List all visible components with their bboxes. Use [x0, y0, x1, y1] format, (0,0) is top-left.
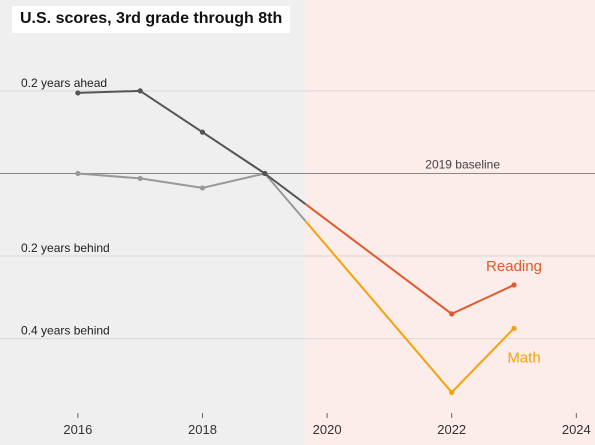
reading-point — [199, 129, 206, 135]
pre-pandemic-region — [0, 0, 306, 445]
reading-point — [449, 311, 455, 317]
y-tick-label: 0.2 years ahead — [21, 76, 107, 90]
y-tick-label: 0.2 years behind — [21, 241, 110, 255]
x-tick-label: 2022 — [437, 422, 466, 437]
math-point — [199, 185, 206, 191]
math-point — [511, 325, 517, 331]
reading-series-label: Reading — [486, 258, 542, 275]
math-point — [137, 175, 143, 182]
x-tick-label: 2020 — [313, 422, 342, 437]
math-series-label: Math — [507, 349, 540, 366]
math-point — [449, 389, 455, 395]
reading-point — [262, 170, 268, 177]
reading-point — [137, 88, 143, 94]
math-point — [75, 170, 81, 177]
reading-point — [511, 282, 517, 288]
pandemic-region — [305, 0, 595, 445]
x-tick-label: 2018 — [188, 422, 217, 437]
x-tick-label: 2024 — [562, 422, 591, 437]
reading-point — [75, 90, 81, 96]
chart-title: U.S. scores, 3rd grade through 8th — [12, 6, 291, 33]
x-tick-label: 2016 — [63, 422, 92, 437]
y-tick-label: 0.4 years behind — [21, 324, 110, 338]
baseline-label: 2019 baseline — [425, 157, 500, 171]
